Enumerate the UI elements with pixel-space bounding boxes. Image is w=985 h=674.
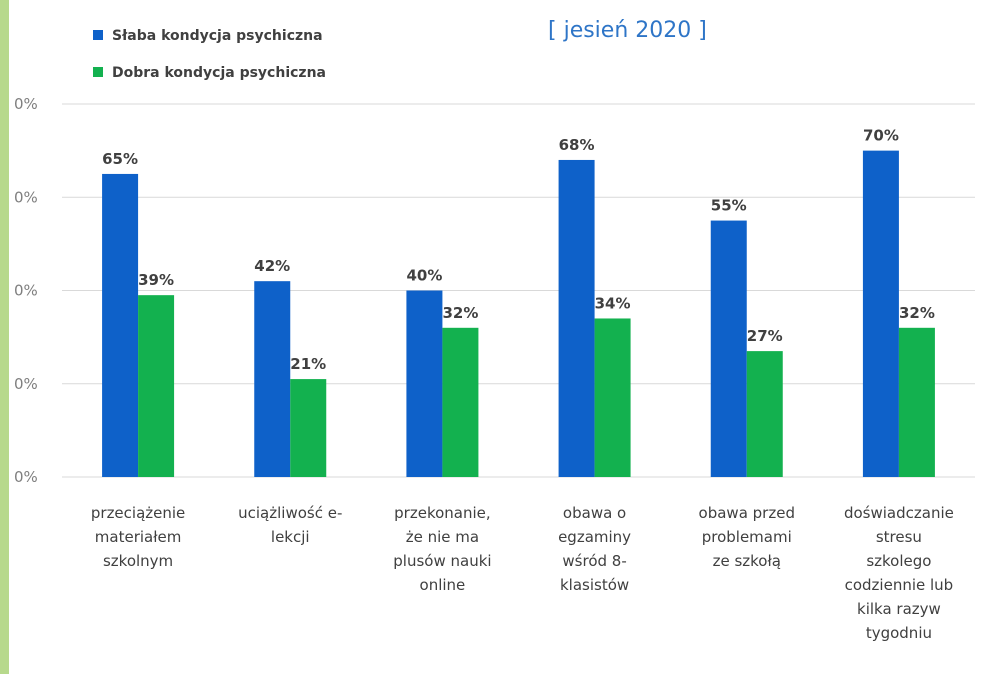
category-label-line: obawa przed bbox=[699, 504, 795, 522]
y-tick-label: 0% bbox=[14, 375, 38, 393]
legend-swatch-good bbox=[93, 67, 103, 77]
bar-good bbox=[594, 318, 631, 477]
data-label-weak: 42% bbox=[254, 257, 290, 275]
y-axis-tick-labels: 0% 0% 0% 0% 0% bbox=[14, 95, 38, 486]
gridlines bbox=[62, 103, 975, 478]
category-label-line: codziennie lub bbox=[845, 576, 954, 594]
category-label-line: doświadczanie bbox=[844, 504, 954, 522]
data-labels: 65% 39% 42% 21% 40% 32% 68% 34% 55% 27% 70% 32% bbox=[102, 127, 935, 373]
legend: Słaba kondycja psychiczna Dobra kondycja… bbox=[93, 28, 326, 81]
bars bbox=[102, 150, 935, 477]
bar-good bbox=[898, 327, 935, 477]
bar-weak bbox=[862, 150, 899, 477]
data-label-good: 32% bbox=[442, 304, 478, 322]
category-label-line: plusów nauki bbox=[393, 552, 491, 570]
data-label-good: 39% bbox=[138, 271, 174, 289]
y-tick-label: 0% bbox=[14, 468, 38, 486]
bar-weak bbox=[102, 173, 139, 477]
legend-entry-good: Dobra kondycja psychiczna bbox=[112, 65, 326, 81]
category-label: przekonanie, że nie ma plusów nauki online bbox=[393, 504, 491, 594]
data-label-good: 21% bbox=[290, 355, 326, 373]
category-label-line: że nie ma bbox=[406, 528, 479, 546]
category-label-line: obawa o bbox=[563, 504, 626, 522]
category-label-line: materiałem bbox=[95, 528, 182, 546]
bar-good bbox=[290, 379, 327, 477]
category-label-line: uciążliwość e- bbox=[238, 504, 342, 522]
category-label-line: egzaminy bbox=[558, 528, 631, 546]
legend-swatch-weak bbox=[93, 30, 103, 40]
category-label: obawa o egzaminy wśród 8- klasistów bbox=[558, 504, 631, 594]
category-label: obawa przed problemami ze szkołą bbox=[699, 504, 795, 570]
category-label-line: online bbox=[420, 576, 466, 594]
data-label-good: 32% bbox=[899, 304, 935, 322]
legend-entry-weak: Słaba kondycja psychiczna bbox=[112, 28, 323, 44]
data-label-weak: 40% bbox=[406, 267, 442, 285]
data-label-weak: 68% bbox=[559, 136, 595, 154]
data-label-good: 27% bbox=[747, 327, 783, 345]
category-label-line: szkolnym bbox=[103, 552, 173, 570]
bar-good bbox=[746, 351, 783, 477]
category-label: doświadczanie stresu szkolego codziennie lu… bbox=[844, 504, 954, 642]
bar-good bbox=[138, 295, 175, 477]
category-label-line: szkolego bbox=[866, 552, 931, 570]
bar-weak bbox=[710, 220, 747, 477]
y-tick-label: 0% bbox=[14, 282, 38, 300]
category-label-line: lekcji bbox=[271, 528, 310, 546]
data-label-weak: 55% bbox=[711, 197, 747, 215]
category-label-line: ze szkołą bbox=[713, 552, 781, 570]
category-label-line: przekonanie, bbox=[394, 504, 491, 522]
category-label-line: stresu bbox=[876, 528, 922, 546]
category-label-line: tygodniu bbox=[866, 624, 932, 642]
y-tick-label: 0% bbox=[14, 95, 38, 113]
category-label-line: przeciążenie bbox=[91, 504, 185, 522]
left-accent-strip bbox=[0, 0, 9, 674]
y-tick-label: 0% bbox=[14, 188, 38, 206]
category-label: przeciążenie materiałem szkolnym bbox=[91, 504, 185, 570]
category-label-line: problemami bbox=[702, 528, 792, 546]
category-label: uciążliwość e-lekcji bbox=[238, 504, 342, 546]
category-label-line: klasistów bbox=[560, 576, 629, 594]
bar-weak bbox=[406, 290, 443, 477]
data-label-weak: 65% bbox=[102, 150, 138, 168]
x-axis-category-labels: przeciążenie materiałem szkolnym uciążliwoś… bbox=[91, 504, 954, 642]
category-label-line: kilka razyw bbox=[857, 600, 941, 618]
bar-good bbox=[442, 327, 479, 477]
bar-weak bbox=[254, 281, 291, 477]
data-label-good: 34% bbox=[595, 294, 631, 312]
chart-subtitle: [ jesień 2020 ] bbox=[548, 18, 707, 43]
data-label-weak: 70% bbox=[863, 127, 899, 145]
category-label-line: wśród 8- bbox=[562, 552, 626, 570]
bar-weak bbox=[558, 159, 595, 477]
